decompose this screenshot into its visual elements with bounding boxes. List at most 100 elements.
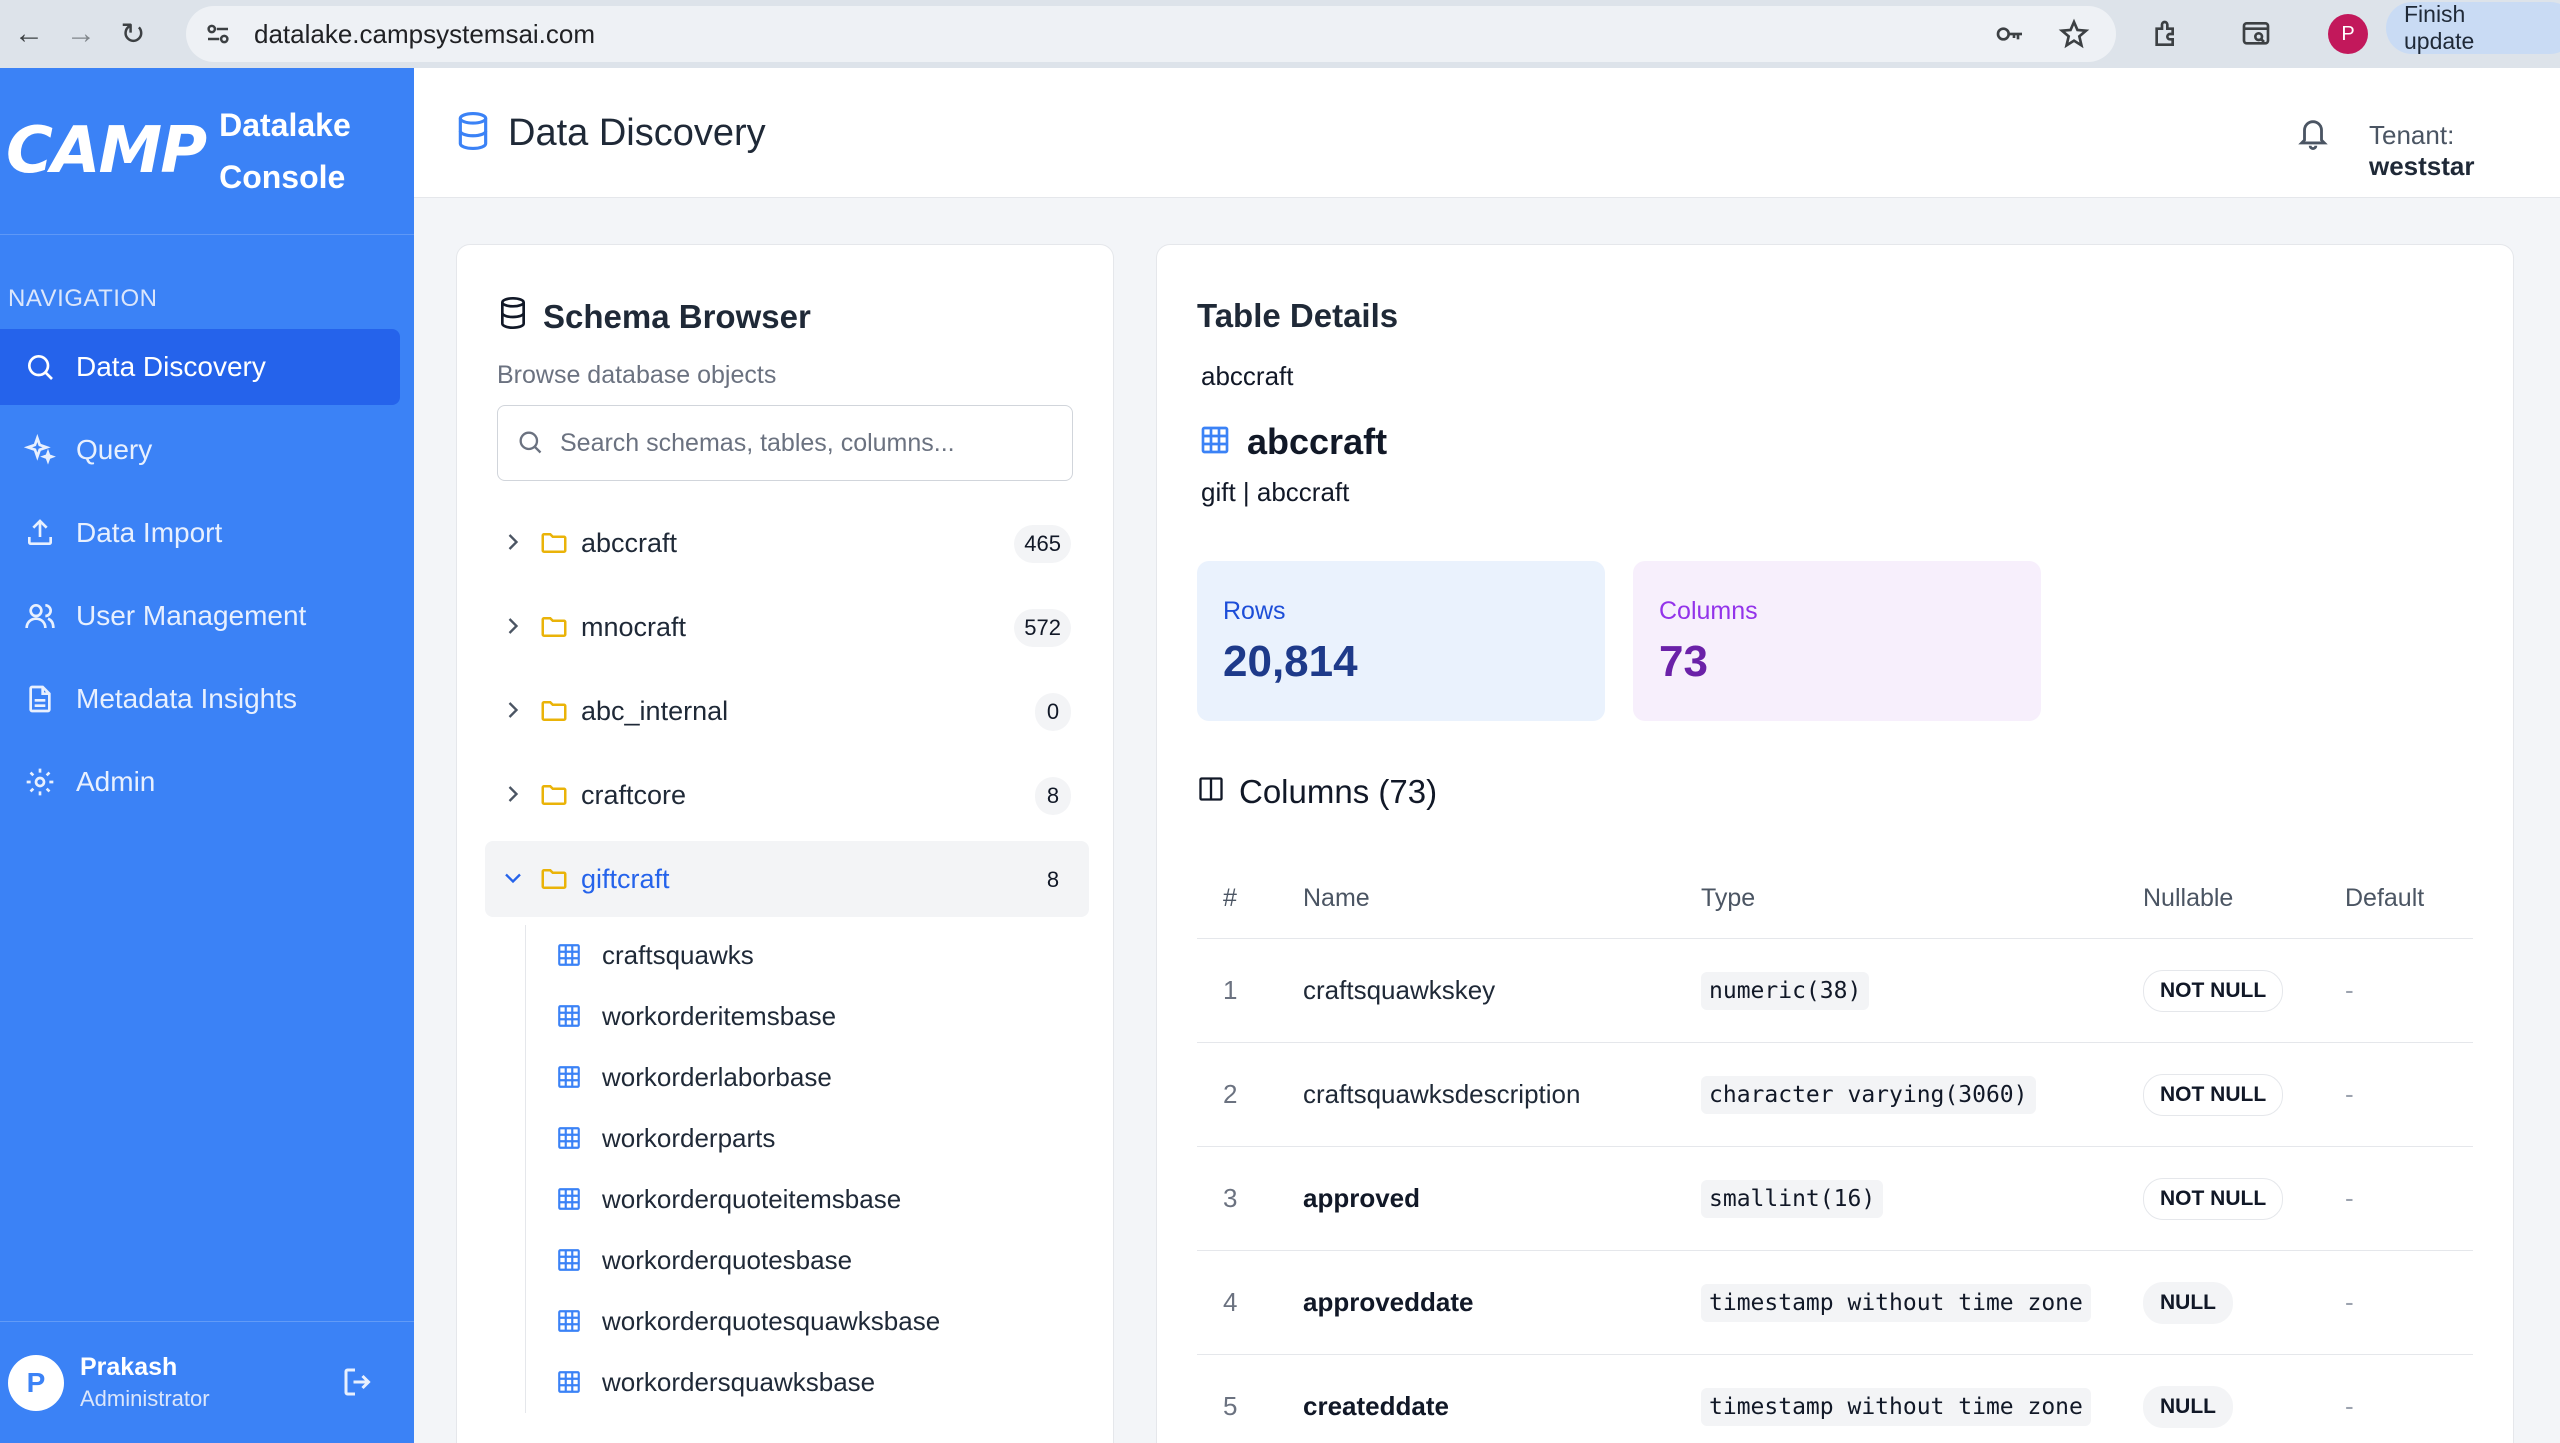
- table-icon: [556, 1003, 584, 1031]
- schema-row-mnocraft[interactable]: mnocraft 572: [485, 589, 1089, 665]
- search-icon: [22, 349, 58, 385]
- folder-icon: [539, 780, 569, 810]
- table-name: workorderquoteitemsbase: [602, 1184, 902, 1214]
- column-default: -: [2345, 1391, 2354, 1421]
- row-num: 4: [1223, 1287, 1238, 1317]
- table-row[interactable]: 1 craftsquawkskey numeric(38) NOT NULL -: [1197, 939, 2473, 1043]
- column-name: createddate: [1303, 1391, 1449, 1421]
- schema-row-abccraft[interactable]: abccraft 465: [485, 505, 1089, 581]
- search-icon: [516, 428, 546, 458]
- nav-heading: NAVIGATION: [8, 285, 158, 312]
- table-row[interactable]: 5 createddate timestamp without time zon…: [1197, 1355, 2473, 1443]
- table-item[interactable]: workorderquotesbase: [526, 1230, 1089, 1291]
- schema-row-giftcraft[interactable]: giftcraft 8: [485, 841, 1089, 917]
- password-key-icon[interactable]: [1992, 16, 2028, 52]
- brand-title: Datalake Console: [219, 99, 351, 203]
- user-meta: Prakash Administrator: [80, 1353, 210, 1412]
- table-icon: [556, 1125, 584, 1153]
- profile-avatar[interactable]: P: [2328, 14, 2368, 54]
- columns-table: # Name Type Nullable Default 1 craftsqua…: [1197, 859, 2473, 1443]
- table-name: workorderquotesquawksbase: [602, 1306, 941, 1336]
- nav-item-metadata-insights[interactable]: Metadata Insights: [0, 661, 400, 737]
- table-row[interactable]: 2 craftsquawksdescription character vary…: [1197, 1043, 2473, 1147]
- nav-item-data-discovery[interactable]: Data Discovery: [0, 329, 400, 405]
- columns-icon: [1197, 773, 1225, 811]
- table-icon: [556, 1064, 584, 1092]
- nullable-badge: NOT NULL: [2143, 969, 2284, 1012]
- table-item[interactable]: workordersquawksbase: [526, 1352, 1089, 1413]
- column-default: -: [2345, 975, 2354, 1005]
- finish-update-label: Finish update: [2404, 1, 2475, 54]
- table-name: workorderitemsbase: [602, 1001, 837, 1031]
- table-item[interactable]: craftsquawks: [526, 925, 1089, 986]
- header-type: Type: [1701, 884, 1756, 912]
- column-type: smallint(16): [1701, 1179, 1884, 1218]
- table-item[interactable]: workorderparts: [526, 1108, 1089, 1169]
- schema-count-badge: 8: [1046, 867, 1060, 892]
- row-num: 2: [1223, 1079, 1238, 1109]
- columns-label: Columns: [1659, 597, 1758, 625]
- table-row[interactable]: 4 approveddate timestamp without time zo…: [1197, 1251, 2473, 1355]
- table-name-heading: abccraft: [1199, 421, 1387, 463]
- nullable-badge: NOT NULL: [2143, 1177, 2284, 1220]
- user-role: Administrator: [80, 1386, 210, 1411]
- reload-icon[interactable]: ↻: [120, 17, 146, 51]
- chevron-right-icon[interactable]: [499, 780, 529, 810]
- back-icon[interactable]: ←: [14, 17, 44, 50]
- nav-item-data-import[interactable]: Data Import: [0, 495, 400, 571]
- page-title-wrap: Data Discovery: [454, 110, 766, 157]
- column-type-cell: smallint(16): [1701, 1147, 1884, 1250]
- chevron-down-icon[interactable]: [499, 864, 529, 894]
- nav-label: Data Import: [76, 517, 223, 548]
- nav-item-admin[interactable]: Admin: [0, 744, 400, 820]
- nullable-cell: NULL: [2143, 1251, 2233, 1354]
- row-num: 3: [1223, 1183, 1238, 1213]
- columns-heading-text: Columns (73): [1239, 773, 1438, 810]
- nav-label: Admin: [76, 766, 156, 797]
- more-menu-icon[interactable]: ⋮: [2550, 13, 2560, 44]
- extensions-icon[interactable]: [2146, 14, 2186, 54]
- column-name: craftsquawksdescription: [1303, 1079, 1581, 1109]
- columns-value: 73: [1659, 637, 1708, 686]
- header-name: Name: [1303, 884, 1370, 912]
- tenant-label: Tenant:: [2369, 120, 2455, 150]
- table-icon: [556, 1308, 584, 1336]
- logout-icon[interactable]: [340, 1364, 378, 1402]
- user-avatar: P: [8, 1354, 64, 1411]
- page-title: Data Discovery: [508, 112, 766, 154]
- table-row[interactable]: 3 approved smallint(16) NOT NULL -: [1197, 1147, 2473, 1251]
- schema-row-abc-internal[interactable]: abc_internal 0: [485, 673, 1089, 749]
- column-type: numeric(38): [1701, 971, 1870, 1010]
- table-name: workorderlaborbase: [602, 1062, 832, 1092]
- table-item[interactable]: workorderitemsbase: [526, 986, 1089, 1047]
- header-default: Default: [2345, 884, 2425, 912]
- camp-logo: CAMP: [6, 114, 207, 188]
- table-item[interactable]: workorderquotesquawksbase: [526, 1291, 1089, 1352]
- chevron-right-icon[interactable]: [499, 696, 529, 726]
- address-bar[interactable]: datalake.campsystemsai.com: [186, 6, 2116, 62]
- bookmark-star-icon[interactable]: [2056, 16, 2092, 52]
- table-name: workorderquotesbase: [602, 1245, 853, 1275]
- schema-search-input[interactable]: [560, 428, 1060, 458]
- bell-icon[interactable]: [2296, 114, 2332, 154]
- table-item[interactable]: workorderquoteitemsbase: [526, 1169, 1089, 1230]
- nav-item-query[interactable]: Query: [0, 412, 400, 488]
- column-type: timestamp without time zone: [1701, 1283, 2091, 1322]
- table-item[interactable]: workorderlaborbase: [526, 1047, 1089, 1108]
- chevron-right-icon[interactable]: [499, 528, 529, 558]
- nav-item-user-management[interactable]: User Management: [0, 578, 400, 654]
- schema-row-craftcore[interactable]: craftcore 8: [485, 757, 1089, 833]
- forward-icon[interactable]: →: [66, 17, 96, 50]
- tab-search-icon[interactable]: [2236, 14, 2276, 54]
- rows-stat-card: Rows 20,814: [1197, 561, 1605, 721]
- column-default: -: [2345, 1183, 2354, 1213]
- finish-update-button[interactable]: Finish update ⋮: [2386, 1, 2560, 54]
- nullable-badge: NULL: [2143, 1385, 2233, 1428]
- chevron-right-icon[interactable]: [499, 612, 529, 642]
- url-text[interactable]: datalake.campsystemsai.com: [254, 18, 596, 49]
- schema-name: abccraft: [581, 527, 678, 558]
- columns-heading: Columns (73): [1197, 773, 1437, 811]
- site-settings-icon[interactable]: [200, 16, 236, 52]
- schema-search[interactable]: [497, 405, 1073, 481]
- schema-tree: abccraft 465 mnocraft 572 abc_internal 0…: [485, 505, 1089, 1413]
